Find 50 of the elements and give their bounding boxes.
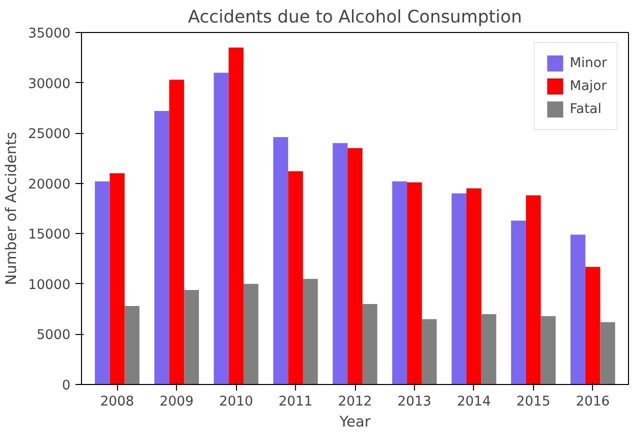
bar — [407, 182, 422, 384]
y-tick-label: 10000 — [28, 278, 71, 293]
bar — [362, 304, 378, 384]
bar — [540, 316, 556, 384]
x-tick-label: 2014 — [456, 394, 491, 410]
x-axis-title: Year — [338, 414, 372, 430]
legend-label: Fatal — [570, 102, 602, 116]
bar — [94, 181, 110, 384]
bar — [466, 188, 482, 384]
bar — [332, 143, 348, 384]
x-tick-label: 2015 — [516, 394, 550, 410]
bar — [348, 148, 362, 384]
y-axis-title: Number of Accidents — [3, 132, 20, 286]
bar — [228, 48, 244, 384]
bar — [452, 193, 466, 384]
bar — [302, 278, 318, 384]
y-tick-label: 30000 — [28, 76, 71, 92]
bar — [154, 110, 170, 384]
y-tick-label: 35000 — [28, 26, 71, 42]
y-tick-label: 0 — [62, 378, 71, 394]
bar — [526, 195, 541, 384]
y-tick-label: 25000 — [28, 127, 71, 142]
bar — [184, 290, 199, 384]
y-tick-label: 15000 — [28, 228, 71, 243]
y-tick-label: 5000 — [36, 328, 71, 344]
x-tick-label: 2008 — [100, 394, 134, 410]
bar — [110, 173, 125, 384]
bar — [600, 322, 616, 384]
bar — [214, 72, 229, 384]
bar — [481, 314, 496, 384]
bar — [244, 284, 258, 384]
x-tick-label: 2016 — [576, 394, 610, 410]
bar — [422, 319, 437, 384]
bar — [570, 234, 586, 384]
bar — [585, 266, 600, 384]
x-tick-label: 2010 — [219, 394, 254, 410]
x-tick-label: 2012 — [338, 394, 372, 410]
x-tick-label: 2013 — [397, 394, 432, 410]
x-tick-label: 2011 — [278, 394, 313, 410]
x-tick-label: 2009 — [160, 394, 194, 410]
bar — [124, 306, 140, 384]
bar — [169, 80, 184, 384]
bar — [511, 220, 526, 384]
bar — [288, 171, 303, 384]
bar — [392, 181, 408, 384]
bar — [273, 137, 288, 384]
legend-label: Major — [570, 78, 607, 94]
legend-label: Minor — [570, 56, 607, 70]
chart-title: Accidents due to Alcohol Consumption — [188, 8, 522, 28]
y-tick-label: 20000 — [28, 177, 71, 192]
